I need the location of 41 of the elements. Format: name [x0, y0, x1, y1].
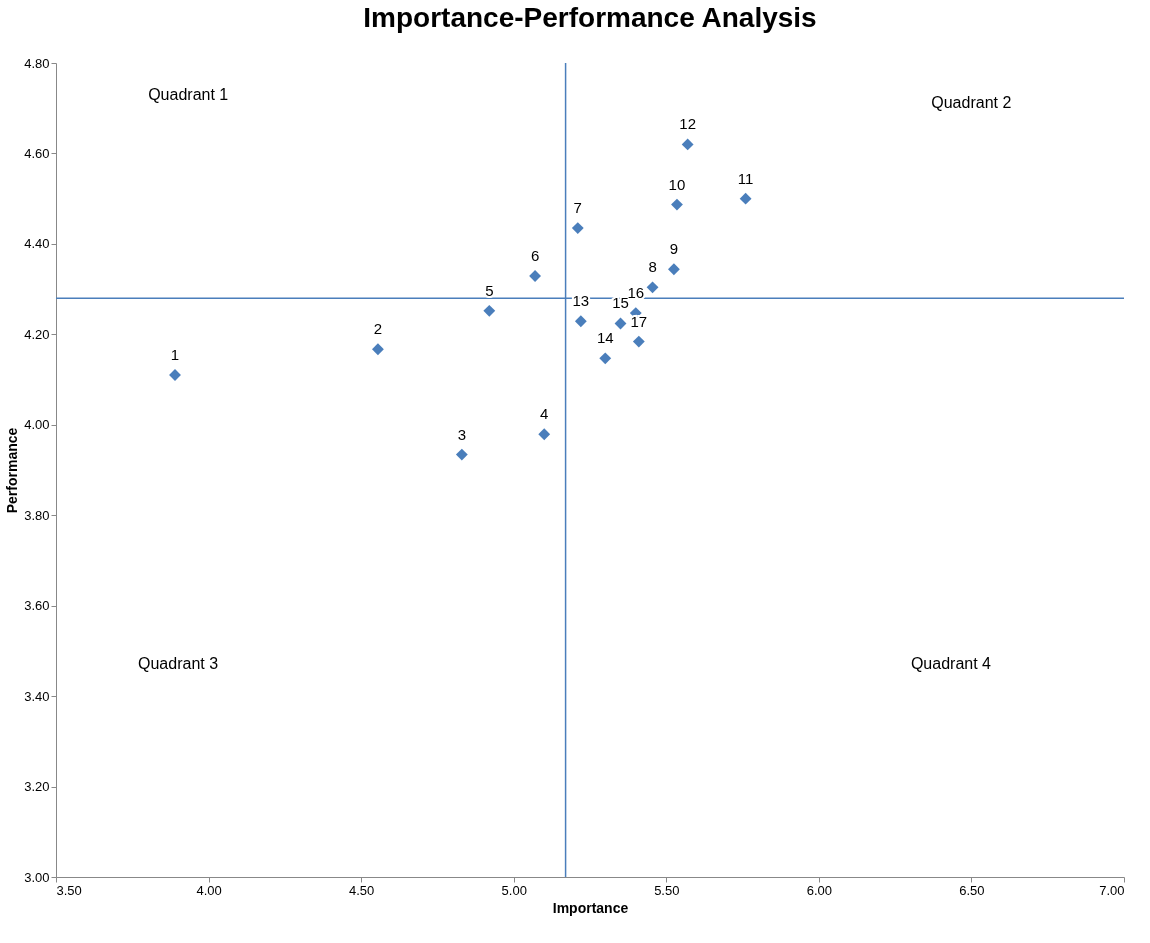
- annotation: 7: [573, 199, 582, 217]
- y-tick-label: 4.60: [24, 145, 50, 161]
- annotation: 1: [170, 346, 180, 364]
- annotation: 17: [630, 312, 648, 330]
- annotation: 14: [596, 329, 614, 347]
- x-tick-label: 3.50: [56, 882, 82, 898]
- annotation: 9: [669, 240, 679, 258]
- annotation: 15: [612, 294, 629, 312]
- x-tick-label: 6.00: [806, 882, 833, 898]
- annotation: 12: [679, 115, 696, 133]
- x-tick-label: 4.50: [348, 882, 375, 898]
- annotation: Quadrant 4: [910, 655, 992, 673]
- x-tick-label: 7.00: [1099, 882, 1125, 898]
- annotation: Quadrant 3: [138, 655, 219, 673]
- y-tick-label: 4.20: [24, 326, 50, 342]
- annotation: 11: [737, 169, 754, 187]
- y-tick-label: 3.60: [24, 598, 50, 614]
- annotation: 3: [457, 425, 467, 443]
- chart-title: Importance-Performance Analysis: [363, 2, 817, 33]
- y-tick-label: 3.20: [24, 779, 50, 795]
- annotation: 8: [648, 258, 657, 276]
- annotation: 10: [668, 175, 686, 193]
- annotation: 5: [485, 281, 494, 299]
- annotation: 2: [373, 320, 383, 338]
- y-tick-label: 3.00: [24, 869, 50, 885]
- y-tick-label: 3.80: [24, 507, 50, 523]
- x-tick-label: 4.00: [196, 882, 222, 898]
- annotation: 4: [540, 405, 549, 423]
- annotation: 16: [627, 284, 645, 302]
- x-axis-title: Importance: [552, 899, 629, 916]
- y-tick-label: 4.80: [24, 55, 50, 71]
- annotation: Quadrant 2: [931, 93, 1012, 111]
- x-tick-label: 6.50: [959, 882, 985, 898]
- x-tick-label: 5.00: [501, 882, 527, 898]
- y-axis-title: Performance: [4, 427, 21, 514]
- y-tick-label: 4.40: [24, 236, 50, 252]
- x-tick-label: 5.50: [654, 882, 680, 898]
- y-tick-label: 4.00: [24, 417, 50, 433]
- annotation: 6: [530, 247, 540, 264]
- y-tick-label: 3.40: [24, 688, 50, 704]
- annotation: Quadrant 1: [148, 85, 229, 103]
